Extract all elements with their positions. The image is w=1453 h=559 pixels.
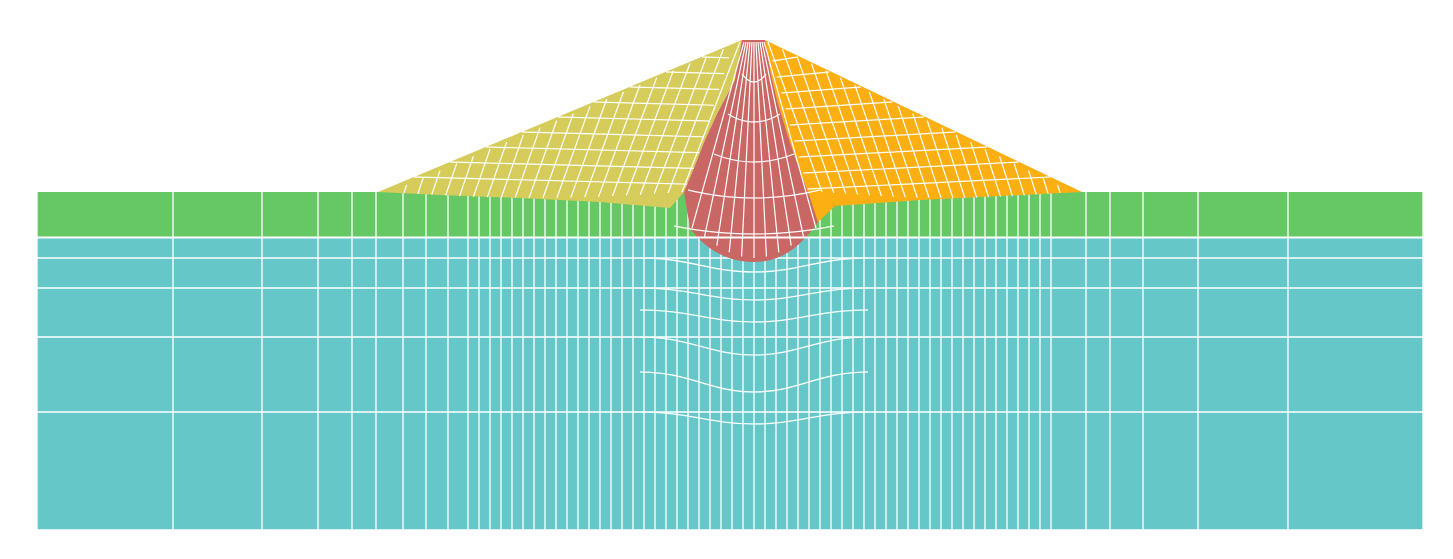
foundation-layer [36,238,1424,531]
upstream-radial-line [431,170,441,195]
downstream-radial-line [1013,163,1025,196]
downstream-radial-line [825,70,871,196]
upstream-radial-line [500,134,524,198]
upstream-radial-line [625,70,674,196]
downstream-radial-line [1028,170,1037,195]
downstream-layer-line [807,176,1051,190]
core-band-line [727,113,781,123]
downstream-layer-line [776,71,830,78]
depression-contour [639,287,869,301]
upstream-layer-line [557,116,710,122]
downstream-layer-line [789,116,925,126]
upstream-radial-line [528,120,558,199]
upstream-shell [378,40,748,208]
core-radial-line [761,41,805,238]
core-radial-line [703,41,747,238]
downstream-shell-fill [765,40,1082,222]
core-band-line [687,189,821,199]
core-radial-line [763,41,817,229]
upstream-layer-line [665,71,725,75]
downstream-radial-line [897,106,930,199]
depression-contours [639,257,869,425]
downstream-radial-line [941,127,966,199]
upstream-radial-line [639,63,691,195]
downstream-radial-line [984,148,1002,197]
upstream-radial-line [472,148,491,197]
core-radial-line [741,41,753,257]
upstream-layer-line [701,56,730,59]
upstream-layer-line [629,86,720,90]
downstream-layer-line [798,146,988,158]
upstream-radial-line [445,163,458,196]
upstream-radial-line [542,113,574,199]
downstream-layer-line [794,131,956,142]
downstream-layer-line [803,161,1019,174]
core-radial-line [757,41,780,253]
downstream-layer-line [785,101,893,110]
upstream-layer-line [485,146,700,154]
downstream-radial-line [955,134,978,198]
upstream-radial-line [417,177,424,194]
upstream-radial-line [611,77,658,197]
downstream-radial-line [883,98,918,198]
upstream-layer-line [593,101,715,106]
core-radial-line [755,41,767,257]
upstream-radial-line [584,91,624,198]
downstream-radial-line [781,48,835,194]
foundation-vertical-lines [36,238,1424,530]
downstream-shell-lines [767,41,1061,199]
core-radial-line [728,41,751,253]
depression-contour [639,371,869,393]
downstream-radial-line [868,91,906,198]
core-radial-line [691,41,745,229]
depression-contour [639,257,869,273]
core-lines [673,41,835,258]
upstream-layer-line [521,131,705,138]
downstream-radial-line [810,63,859,195]
upstream-radial-line [486,141,508,198]
upstream-shell-lines [403,41,741,199]
core-band-line [713,153,795,163]
core [673,40,835,262]
downstream-radial-line [1042,177,1049,194]
downstream-radial-line [912,113,942,199]
downstream-radial-line [767,41,823,193]
downstream-shell [765,40,1082,222]
core-fill [684,40,818,262]
depression-contour [639,309,869,323]
upstream-radial-line [514,127,541,199]
downstream-radial-line [1056,184,1061,194]
downstream-radial-line [970,141,990,198]
upstream-layer-line [413,176,690,185]
upstream-radial-line [653,56,708,194]
upstream-radial-line [681,41,741,193]
upstream-radial-line [556,106,591,199]
downstream-layer-line [781,86,861,94]
core-band-line [673,225,835,235]
upstream-radial-line [403,184,408,194]
core-band-line [741,73,767,83]
depression-contour [639,336,869,356]
depression-contour [639,411,869,425]
upstream-layer-line [449,161,695,169]
downstream-layer-line [772,56,798,62]
foundation-fill [37,238,1423,530]
